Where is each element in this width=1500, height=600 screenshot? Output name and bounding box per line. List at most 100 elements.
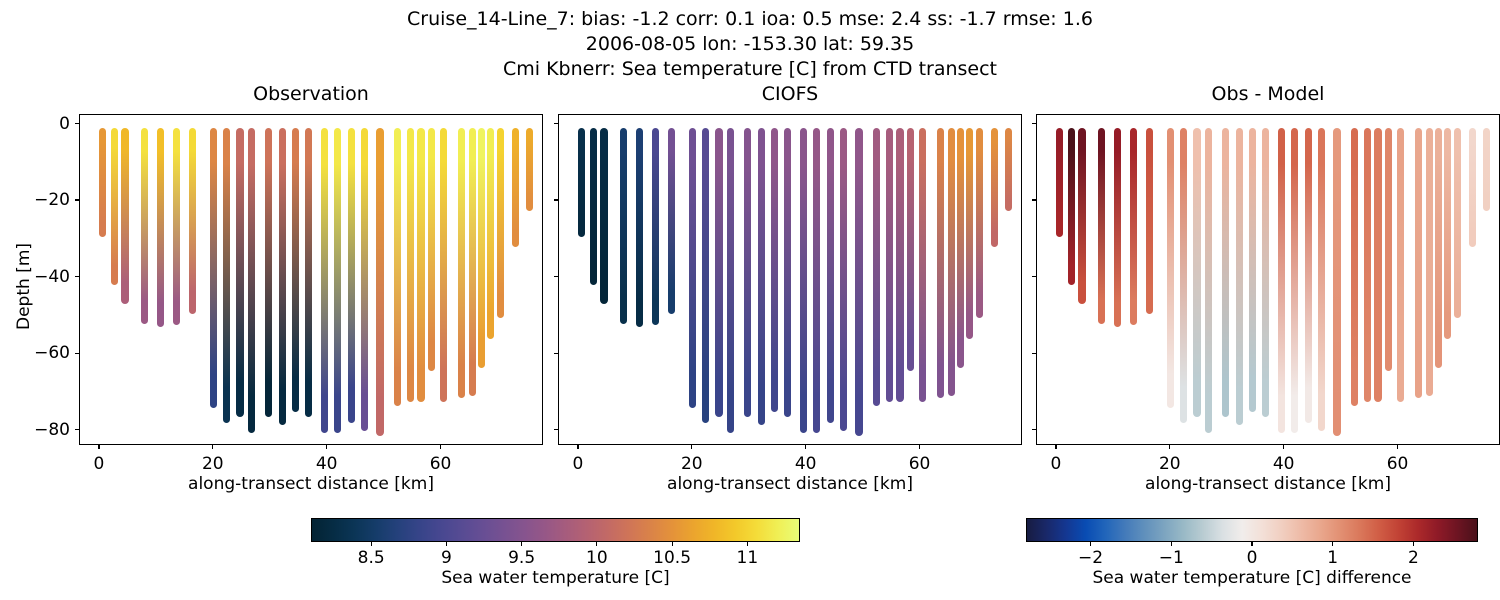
cast-profile — [936, 128, 945, 399]
y-tick — [554, 122, 558, 125]
cast-profile — [1261, 128, 1269, 418]
colorbar-temperature-tick — [521, 542, 523, 546]
suptitle-line-3: Cmi Kbnerr: Sea temperature [C] from CTD… — [503, 58, 997, 80]
cast-profile — [1453, 128, 1461, 318]
y-tick — [1032, 199, 1036, 201]
cast-profile — [840, 128, 848, 431]
cast-profile — [361, 128, 369, 431]
cast-profile — [417, 128, 425, 402]
colorbar-temperature-tick-label: 11 — [736, 548, 759, 568]
x-tick — [577, 445, 579, 449]
x-tick-label: 20 — [680, 454, 703, 474]
cast-profile — [990, 128, 999, 247]
colorbar-temperature-tick — [746, 542, 748, 546]
cast-profile — [210, 128, 218, 408]
cast-profile — [635, 128, 643, 328]
x-tick — [691, 445, 693, 449]
colorbar-temperature-tick-label: 10.5 — [653, 548, 692, 568]
x-tick — [1396, 445, 1399, 449]
cast-profile — [689, 128, 697, 408]
cast-profile — [320, 128, 328, 433]
cast-profile — [826, 128, 835, 424]
colorbar-temperature-tick-label: 9.5 — [508, 548, 536, 568]
y-tick — [75, 275, 79, 278]
cast-profile — [457, 128, 466, 399]
y-tick — [75, 199, 79, 201]
cast-profile — [264, 128, 273, 418]
cast-profile — [799, 128, 807, 433]
y-tick — [1032, 275, 1036, 278]
cast-profile — [743, 128, 752, 418]
cast-profile — [1318, 128, 1326, 431]
y-tick — [554, 275, 558, 278]
cast-profile — [486, 128, 495, 339]
axes-ciofs[interactable] — [558, 114, 1022, 445]
cast-profile — [376, 128, 384, 437]
x-tick-label: 60 — [1386, 454, 1409, 474]
cast-profile — [577, 128, 585, 238]
axes-observation[interactable] — [79, 114, 543, 445]
cast-profile — [236, 128, 244, 418]
cast-profile — [223, 128, 231, 424]
x-tick — [1283, 445, 1285, 449]
cast-profile — [1384, 128, 1392, 372]
colorbar-temperature-tick-label: 9 — [440, 548, 452, 568]
colorbar-difference-tick — [1412, 542, 1415, 546]
cast-profile — [1204, 128, 1212, 433]
cast-profile — [965, 128, 974, 339]
colorbar-temperature[interactable] — [311, 518, 800, 542]
x-tick — [805, 445, 807, 449]
y-tick — [75, 352, 79, 354]
x-tick-label: 20 — [201, 454, 224, 474]
y-tick — [554, 429, 558, 431]
cast-profile — [1235, 128, 1243, 425]
cast-profile — [1221, 128, 1230, 418]
x-tick-label: 0 — [572, 454, 584, 474]
colorbar-temperature-label: Sea water temperature [C] — [441, 568, 670, 588]
xlabel-observation: along-transect distance [km] — [188, 474, 434, 494]
x-tick-label: 60 — [908, 454, 931, 474]
cast-profile — [770, 128, 778, 412]
y-tick — [1032, 352, 1036, 354]
cast-profile — [1055, 128, 1063, 238]
panel-observation: Observation along-transect distance [km]… — [34, 83, 543, 494]
y-tick-label: −20 — [34, 190, 70, 211]
cast-profile — [1434, 128, 1442, 368]
y-tick-label: −40 — [34, 266, 70, 287]
colorbar-temperature-tick — [445, 542, 447, 546]
cast-profile — [872, 128, 880, 406]
cast-profile — [702, 128, 710, 424]
xlabel-difference: along-transect distance [km] — [1145, 474, 1391, 494]
x-tick — [98, 445, 100, 449]
cast-profile — [1277, 128, 1285, 433]
cast-profile — [1304, 128, 1313, 424]
colorbar-difference-tick-label: 2 — [1408, 548, 1419, 568]
colorbar-difference[interactable] — [1026, 518, 1478, 542]
cast-profile — [511, 128, 520, 247]
cast-profile — [896, 128, 904, 402]
y-tick — [1032, 429, 1036, 431]
colorbar-difference-tick-label: 0 — [1246, 548, 1258, 568]
cast-profile — [918, 128, 926, 402]
colorbar-difference-tick-label: 1 — [1327, 548, 1339, 568]
x-tick — [1055, 445, 1057, 449]
cast-profile — [1129, 128, 1137, 326]
colorbar-temperature-tick — [370, 542, 372, 546]
cast-profile — [956, 128, 964, 368]
cast-profile — [1425, 128, 1433, 397]
cast-profile — [975, 128, 983, 318]
x-tick-label: 0 — [1050, 454, 1062, 474]
x-tick-label: 40 — [1272, 454, 1295, 474]
y-tick-label: −60 — [34, 343, 70, 364]
axes-difference[interactable] — [1036, 114, 1500, 445]
cast-profile — [111, 128, 119, 286]
x-tick — [1169, 445, 1171, 449]
y-tick-label: −80 — [34, 419, 70, 440]
y-tick-label: 0 — [59, 113, 70, 134]
cast-profile — [189, 128, 197, 314]
cast-profile — [813, 128, 821, 433]
cast-profile — [278, 128, 286, 425]
cast-profile — [619, 128, 627, 324]
colorbar-temperature-tick-label: 10 — [586, 548, 608, 568]
cast-profile — [334, 128, 342, 433]
